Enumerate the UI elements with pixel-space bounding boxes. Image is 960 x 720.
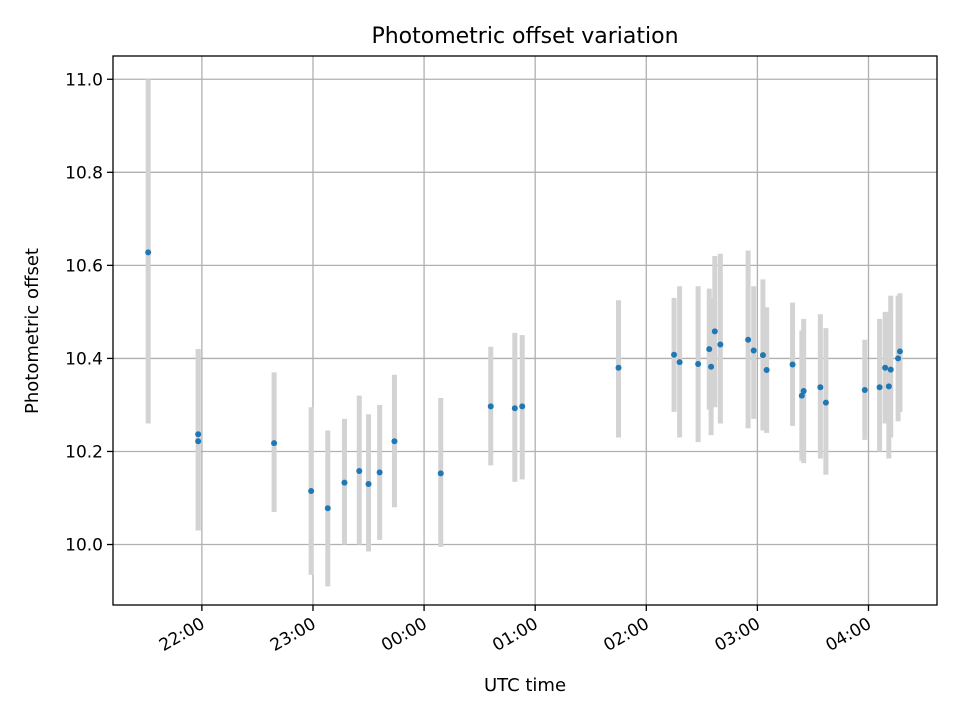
data-point	[671, 351, 678, 358]
data-point	[798, 392, 805, 399]
data-point	[437, 470, 444, 477]
y-axis-label: Photometric offset	[22, 248, 43, 414]
x-tick-label: 23:00	[267, 614, 319, 656]
data-point	[745, 336, 752, 343]
data-point	[195, 438, 202, 445]
y-tick-label: 10.8	[65, 163, 103, 183]
data-point	[759, 352, 766, 359]
data-point	[822, 399, 829, 406]
data-point	[861, 387, 868, 394]
data-point	[365, 481, 372, 488]
grid-lines	[113, 56, 937, 605]
x-axis-label: UTC time	[484, 675, 566, 696]
data-point	[800, 387, 807, 394]
data-point	[708, 363, 715, 370]
data-point	[376, 469, 383, 476]
y-tick-label: 10.0	[65, 536, 103, 556]
data-point	[896, 348, 903, 355]
data-point	[789, 361, 796, 368]
x-tick-label: 03:00	[711, 614, 763, 656]
plot-frame	[112, 55, 938, 606]
data-point	[717, 341, 724, 348]
data-point	[695, 360, 702, 367]
data-point	[885, 383, 892, 390]
data-point	[711, 328, 718, 335]
data-point	[519, 403, 526, 410]
x-tick-label: 04:00	[823, 614, 875, 656]
y-tick-label: 10.4	[65, 349, 103, 369]
data-point	[615, 364, 622, 371]
data-point	[341, 479, 348, 486]
x-tick-label: 01:00	[489, 614, 541, 656]
x-tick-label: 22:00	[156, 614, 208, 656]
data-point	[676, 359, 683, 366]
y-tick-label: 10.6	[65, 256, 103, 276]
data-point	[308, 488, 315, 495]
x-tick-label: 00:00	[378, 614, 430, 656]
data-point	[391, 438, 398, 445]
y-axis-ticks: 10.0 10.2 10.4 10.6 10.8 11.0	[65, 70, 113, 556]
data-point	[706, 346, 713, 353]
data-point	[356, 468, 363, 475]
data-point	[887, 366, 894, 373]
data-point	[324, 505, 331, 512]
data-point	[895, 355, 902, 362]
x-tick-label: 02:00	[600, 614, 652, 656]
data-point	[511, 405, 518, 412]
data-point	[882, 364, 889, 371]
x-axis-ticks: 22:00 23:00 00:00 01:00 02:00 03:00 04:00	[156, 605, 875, 656]
data-points	[145, 249, 903, 512]
data-point	[763, 367, 770, 374]
data-point	[195, 431, 202, 438]
data-point	[271, 440, 278, 447]
data-point	[817, 384, 824, 391]
y-tick-label: 10.2	[65, 442, 103, 462]
error-bars	[145, 79, 903, 587]
data-point	[876, 384, 883, 391]
data-point	[487, 403, 494, 410]
data-point	[145, 249, 152, 256]
data-point	[750, 347, 757, 354]
y-tick-label: 11.0	[65, 70, 103, 90]
chart-title: Photometric offset variation	[371, 24, 678, 49]
